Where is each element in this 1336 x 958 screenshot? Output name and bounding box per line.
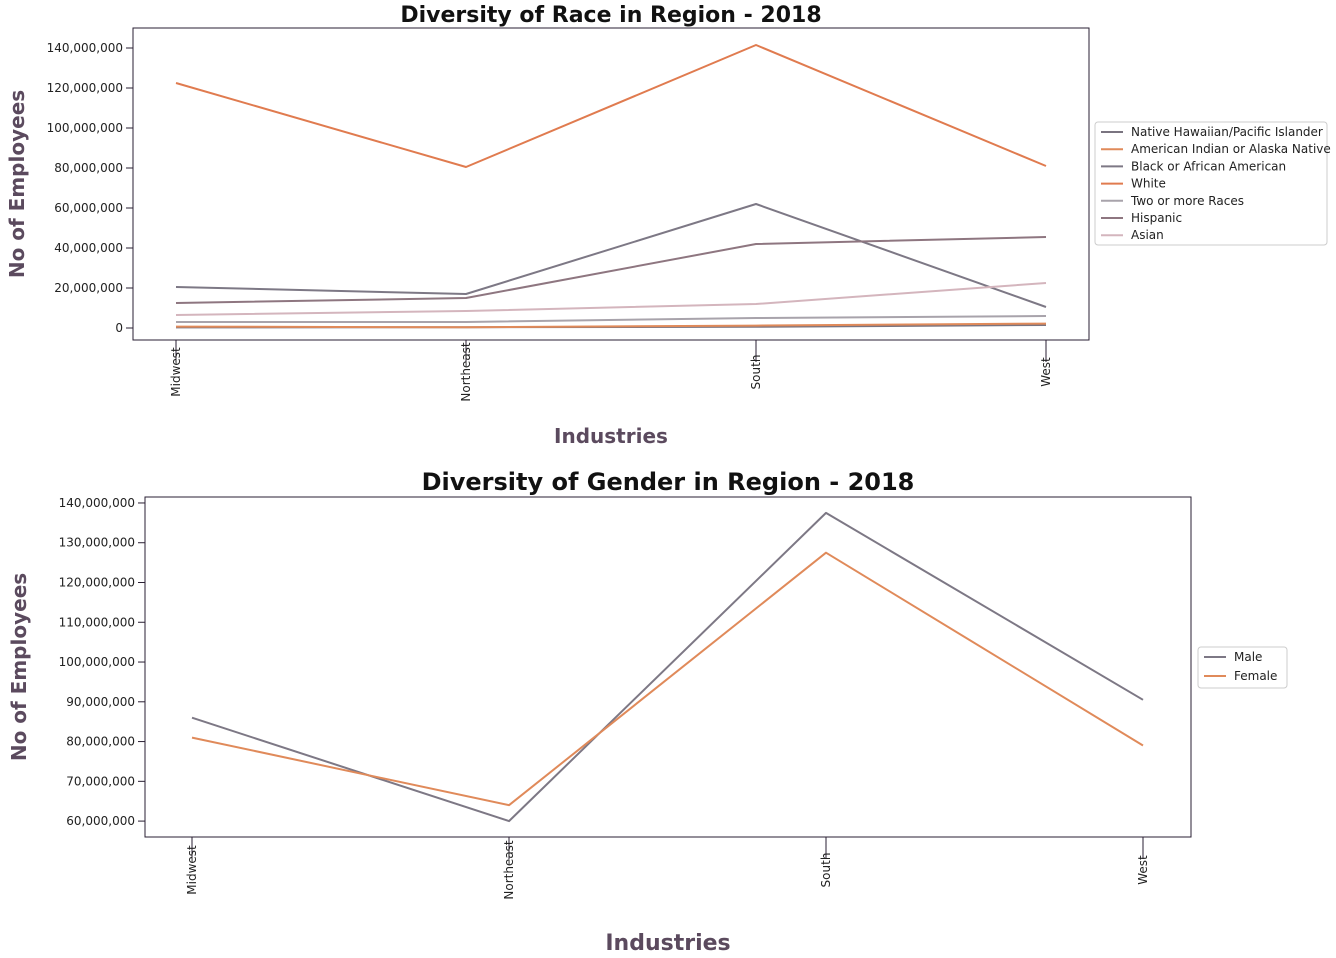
y-tick-label: 140,000,000 [59, 496, 135, 510]
legend-box [1094, 121, 1328, 246]
legend-label: Black or African American [1131, 159, 1286, 173]
chart-title: Diversity of Gender in Region - 2018 [422, 468, 915, 496]
series-line-american-indian-or-alaska-native [175, 322, 1047, 329]
x-axis-label: Industries [605, 931, 730, 956]
series-line-hispanic [175, 236, 1047, 304]
x-tick-label: South [819, 853, 833, 888]
legend-label: White [1131, 177, 1166, 191]
y-tick-label: 60,000,000 [66, 814, 135, 828]
y-axis-label: No of Employees [5, 90, 29, 278]
y-tick-label: 120,000,000 [59, 575, 135, 589]
legend: Native Hawaiian/Pacific Islander American… [1094, 121, 1331, 246]
y-tick-label: 140,000,000 [47, 41, 123, 55]
legend-label: Asian [1131, 228, 1164, 242]
y-tick-label: 0 [115, 321, 123, 335]
y-tick-label: 110,000,000 [59, 615, 135, 629]
x-tick-label: Northeast [502, 840, 516, 900]
y-tick-label: 130,000,000 [59, 536, 135, 550]
y-tick-label: 120,000,000 [47, 81, 123, 95]
series-line-white [175, 44, 1047, 168]
x-tick-label: Midwest [169, 347, 183, 397]
y-tick-label: 80,000,000 [66, 735, 135, 749]
y-tick-label: 100,000,000 [47, 121, 123, 135]
legend-label: Native Hawaiian/Pacific Islander [1131, 125, 1323, 139]
legend-label: Male [1234, 650, 1262, 664]
x-axis-label: Industries [554, 424, 668, 448]
series-line-two-or-more-races [176, 315, 1047, 323]
series-line-asian [175, 282, 1047, 316]
legend: Male Female [1197, 646, 1288, 689]
x-tick-label: Midwest [185, 845, 199, 895]
y-tick-label: 80,000,000 [54, 161, 123, 175]
y-tick-label: 90,000,000 [66, 695, 135, 709]
y-tick-label: 40,000,000 [54, 241, 123, 255]
legend-label: Hispanic [1131, 211, 1182, 225]
series-line-male [191, 511, 1144, 823]
legend-label: Two or more Races [1130, 194, 1244, 208]
plot-area [132, 27, 1090, 341]
y-tick-label: 60,000,000 [54, 201, 123, 215]
y-tick-label: 70,000,000 [66, 774, 135, 788]
x-tick-label: West [1039, 357, 1053, 387]
chart-title: Diversity of Race in Region - 2018 [400, 3, 821, 28]
y-tick-label: 100,000,000 [59, 655, 135, 669]
series-line-female [191, 551, 1144, 807]
legend-label: Female [1234, 669, 1277, 683]
x-tick-label: Northeast [459, 342, 473, 402]
x-tick-label: South [749, 355, 763, 390]
chart-1: Diversity of Gender in Region - 2018 60,0… [7, 468, 1288, 956]
chart-0: Diversity of Race in Region - 2018 0 20,00… [5, 3, 1331, 448]
y-tick-label: 20,000,000 [54, 281, 123, 295]
plot-area [144, 496, 1192, 838]
series-line-black-or-african-american [175, 203, 1047, 308]
x-tick-label: West [1136, 855, 1150, 885]
legend-label: American Indian or Alaska Native [1131, 142, 1331, 156]
y-axis-label: No of Employees [7, 573, 31, 761]
